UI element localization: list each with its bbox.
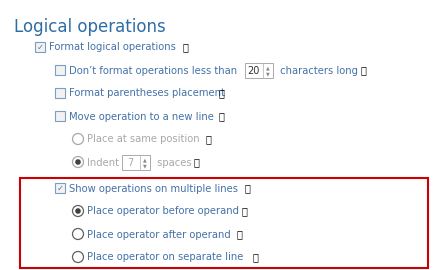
Text: Place operator after operand: Place operator after operand	[87, 230, 231, 239]
Text: Place operator on separate line: Place operator on separate line	[87, 252, 244, 262]
Text: Move operation to a new line: Move operation to a new line	[69, 112, 214, 122]
Text: 💡: 💡	[205, 134, 211, 144]
Text: Indent: Indent	[87, 157, 119, 167]
Text: ✓: ✓	[57, 184, 64, 193]
Circle shape	[75, 208, 81, 214]
Text: Don’t format operations less than: Don’t format operations less than	[69, 66, 237, 76]
Bar	[35, 42, 45, 52]
Text: spaces: spaces	[154, 157, 192, 167]
Text: 💡: 💡	[237, 229, 243, 239]
Text: ▲: ▲	[266, 65, 269, 70]
Circle shape	[75, 159, 81, 165]
Text: 💡: 💡	[244, 183, 251, 193]
Text: characters long: characters long	[277, 66, 357, 76]
Circle shape	[73, 157, 84, 167]
Text: Place at same position: Place at same position	[87, 134, 200, 144]
Circle shape	[73, 133, 84, 144]
Text: Logical operations: Logical operations	[14, 18, 166, 36]
Bar	[55, 183, 65, 193]
Text: Show operations on multiple lines: Show operations on multiple lines	[69, 184, 238, 194]
Text: 20: 20	[247, 66, 259, 76]
Text: ▼: ▼	[266, 71, 269, 76]
Text: 💡: 💡	[219, 111, 224, 121]
Text: ▼: ▼	[143, 163, 147, 168]
Text: Format logical operations: Format logical operations	[49, 42, 176, 52]
Bar	[122, 154, 150, 170]
Bar	[20, 178, 428, 268]
Text: 💡: 💡	[242, 206, 247, 216]
Text: 💡: 💡	[183, 42, 189, 52]
Bar	[244, 62, 272, 77]
Text: ▲: ▲	[143, 157, 147, 162]
Text: 💡: 💡	[219, 88, 224, 98]
Text: 💡: 💡	[252, 252, 258, 262]
Text: Format parentheses placement: Format parentheses placement	[69, 89, 225, 99]
Circle shape	[73, 205, 84, 217]
Text: 7: 7	[127, 157, 134, 167]
Circle shape	[73, 251, 84, 262]
Text: ✓: ✓	[36, 43, 43, 52]
Bar	[55, 111, 65, 121]
Bar	[55, 88, 65, 98]
Text: 💡: 💡	[193, 157, 199, 167]
Text: 💡: 💡	[360, 65, 367, 75]
Bar	[55, 65, 65, 75]
Circle shape	[73, 228, 84, 239]
Text: Place operator before operand: Place operator before operand	[87, 207, 239, 217]
